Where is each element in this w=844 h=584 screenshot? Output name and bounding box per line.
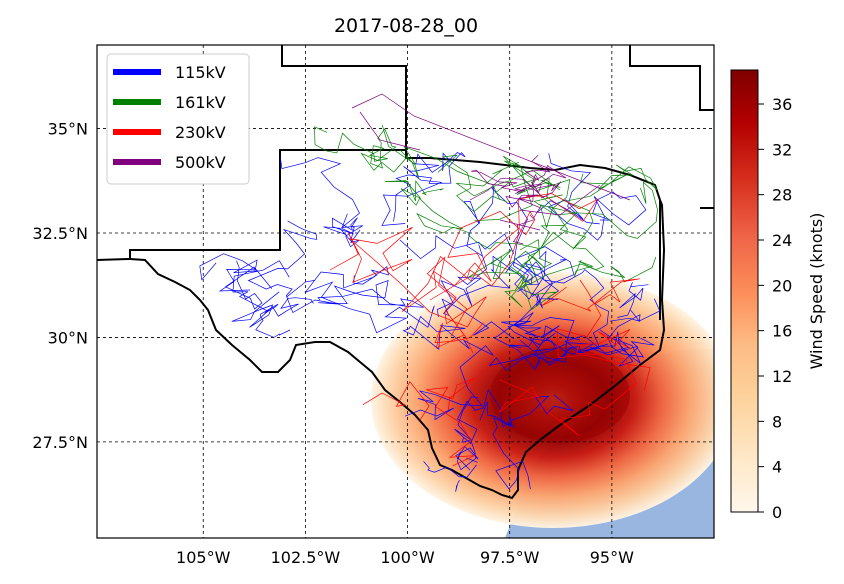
colorbar-tick-label: 36 (772, 95, 792, 114)
colorbar-tick-label: 32 (772, 140, 792, 159)
lines-500kv (351, 93, 631, 245)
x-tick-label: 97.5°W (480, 548, 540, 567)
y-tick-label: 30°N (48, 328, 88, 347)
texas-outline (129, 149, 666, 500)
transmission-segment (351, 93, 631, 231)
lines-230kv (329, 193, 651, 467)
chart-title: 2017-08-28_00 (334, 15, 478, 37)
transmission-segment (384, 154, 564, 250)
y-tick-label: 32.5°N (32, 224, 88, 243)
transmission-segment (255, 297, 314, 338)
legend-label: 230kV (175, 123, 226, 142)
transmission-segment (504, 231, 605, 308)
y-axis-ticks: 35°N 32.5°N 30°N 27.5°N (32, 120, 88, 452)
colorbar: 0 4 8 12 16 20 24 28 32 36 Wind Speed (knots) (730, 69, 826, 522)
transmission-segment (381, 124, 658, 311)
colorbar-tick-label: 20 (772, 276, 792, 295)
lines-161kv (314, 124, 658, 311)
x-tick-label: 105°W (176, 548, 231, 567)
transmission-segment (454, 389, 574, 490)
transmission-segment (437, 186, 567, 317)
state-borders (97, 45, 714, 320)
transmission-segment (247, 220, 424, 314)
legend: 115kV 161kV 230kV 500kV (106, 53, 250, 185)
lines-115kv (199, 151, 661, 492)
transmission-segment (505, 155, 567, 245)
transmission-segment (314, 126, 420, 180)
transmission-segment (469, 169, 542, 201)
y-tick-label: 35°N (48, 120, 88, 139)
x-tick-label: 95°W (590, 548, 634, 567)
transmission-segment (434, 309, 637, 437)
colorbar-tick-label: 16 (772, 322, 792, 341)
transmission-segment (536, 153, 647, 241)
x-tick-label: 102.5°W (271, 548, 341, 567)
wind-core (490, 347, 630, 443)
transmission-segment (541, 278, 651, 391)
legend-box (106, 53, 250, 185)
colorbar-tick-label: 12 (772, 367, 792, 386)
map-frame (96, 44, 715, 539)
transmission-segment (441, 246, 655, 370)
transmission-segment (304, 266, 494, 421)
colorbar-tick-label: 0 (772, 503, 782, 522)
x-tick-label: 100°W (380, 548, 435, 567)
transmission-segment (423, 396, 479, 492)
colorbar-label: Wind Speed (knots) (807, 213, 826, 370)
legend-label: 500kV (175, 153, 226, 172)
transmission-segment (455, 160, 658, 250)
colorbar-tick-label: 24 (772, 231, 792, 250)
transmission-segment (401, 193, 599, 312)
transmission-segment (488, 298, 661, 371)
colorbar-ticks: 0 4 8 12 16 20 24 28 32 36 (758, 95, 792, 522)
map-panel (97, 45, 714, 538)
colorbar-tick-label: 4 (772, 458, 782, 477)
y-tick-label: 27.5°N (32, 433, 88, 452)
colorbar-tick-label: 28 (772, 186, 792, 205)
legend-label: 115kV (175, 63, 226, 82)
transmission-segment (329, 226, 487, 337)
transmission-segment (362, 377, 476, 467)
colorbar-tick-label: 8 (772, 412, 782, 431)
x-axis-ticks: 105°W 102.5°W 100°W 97.5°W 95°W (176, 548, 634, 567)
legend-label: 161kV (175, 93, 226, 112)
transmission-segment (199, 253, 290, 328)
colorbar-gradient (730, 69, 759, 513)
